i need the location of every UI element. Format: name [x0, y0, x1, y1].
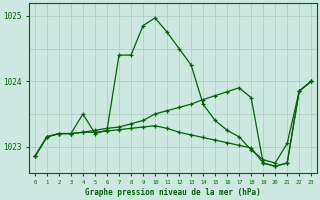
X-axis label: Graphe pression niveau de la mer (hPa): Graphe pression niveau de la mer (hPa) [85, 188, 261, 197]
